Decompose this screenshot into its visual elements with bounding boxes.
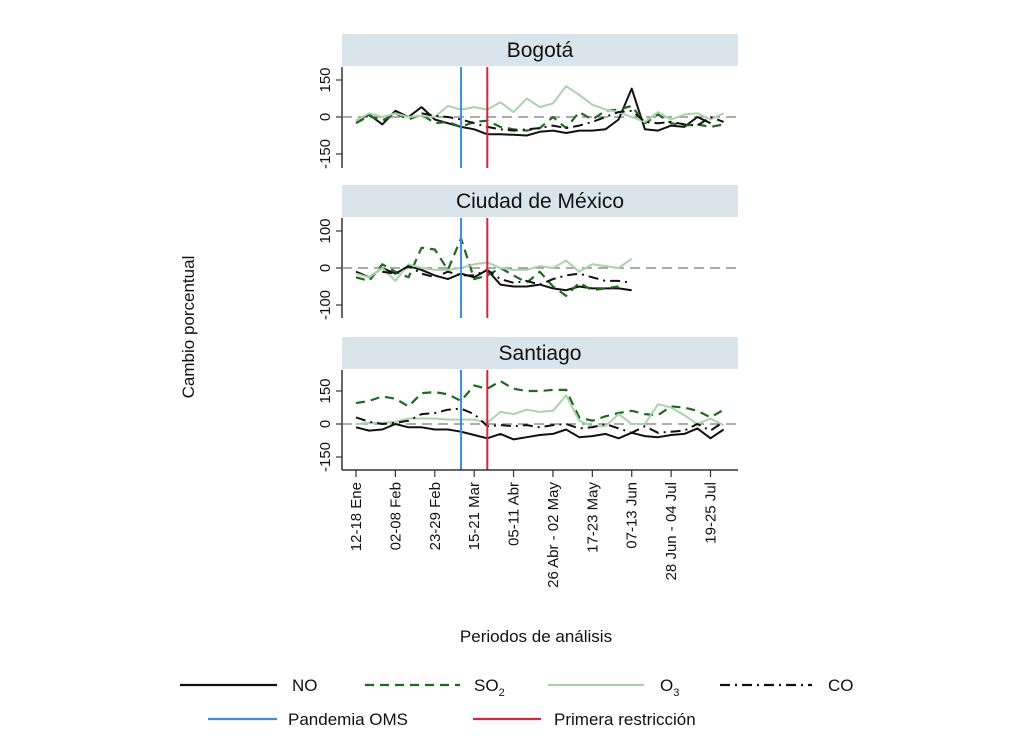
series-line-no xyxy=(355,423,725,441)
y-tick-label: 0 xyxy=(317,264,334,272)
y-tick-label: 0 xyxy=(317,113,334,121)
legend-item-no: NO xyxy=(180,676,318,695)
x-axis-title: Periodos de análisis xyxy=(460,627,612,646)
y-axis-title: Cambio porcentual xyxy=(179,256,198,399)
panel-header xyxy=(342,185,738,217)
series-line-o3 xyxy=(355,85,725,123)
series-line-co xyxy=(421,109,724,132)
series-line-co xyxy=(382,265,632,286)
legend-label: Primera restricción xyxy=(554,710,696,729)
panel-title: Santiago xyxy=(499,342,582,365)
legend-item-pandemia-oms: Pandemia OMS xyxy=(208,710,408,729)
panel-header xyxy=(342,34,738,66)
legend-item-primera-restriccion: Primera restricción xyxy=(473,710,696,729)
panel-header xyxy=(342,337,738,369)
x-tick-label: 15-21 Mar xyxy=(466,482,483,550)
panel-bogota: Bogotá -150 0 150 xyxy=(317,34,738,169)
series-line-so2 xyxy=(355,237,619,297)
y-tick-label: 150 xyxy=(317,67,334,92)
legend-item-co: CO xyxy=(720,676,854,695)
y-tick-label: 100 xyxy=(317,218,334,243)
y-tick-label: -150 xyxy=(317,139,334,169)
x-tick-label: 02-08 Feb xyxy=(387,482,404,550)
legend-item-so2: SO2 xyxy=(365,676,505,699)
legend-label: O3 xyxy=(660,676,679,699)
y-tick-label: 150 xyxy=(317,378,334,403)
panel-title: Bogotá xyxy=(507,39,574,62)
x-axis: 12-18 Ene 02-08 Feb 23-29 Feb 15-21 Mar 05-1… xyxy=(342,469,738,588)
x-tick-label: 12-18 Ene xyxy=(348,482,365,551)
series-line-no xyxy=(355,87,711,137)
legend-item-o3: O3 xyxy=(548,676,679,699)
series-line-o3 xyxy=(355,257,633,282)
x-tick-label: 05-11 Abr xyxy=(506,482,523,546)
y-tick-label: 0 xyxy=(317,420,334,428)
legend-label: SO2 xyxy=(474,676,505,699)
panel-title: Ciudad de México xyxy=(456,190,624,213)
x-tick-label: 26 Abr - 02 May xyxy=(545,482,562,588)
x-tick-label: 17-23 May xyxy=(584,482,601,553)
y-tick-label: -150 xyxy=(317,442,334,472)
panels: Bogotá -150 0 150 Ciudad de México -100 0 100 Sa… xyxy=(317,34,738,472)
panel-santiago: Santiago -150 0 150 xyxy=(317,337,738,472)
y-tick-label: -100 xyxy=(317,290,334,320)
legend-label: Pandemia OMS xyxy=(288,710,408,729)
x-tick-label: 19-25 Jul xyxy=(703,482,720,544)
x-tick-label: 07-13 Jun xyxy=(624,482,641,549)
legend-label: NO xyxy=(292,676,318,695)
series-line-o3 xyxy=(355,394,725,428)
panel-ciudad-de-mexico: Ciudad de México -100 0 100 xyxy=(317,185,738,320)
legend-label: CO xyxy=(828,676,854,695)
legend: NO SO2 O3 CO Pandemia OMS Primera restricción xyxy=(180,676,854,729)
x-tick-label: 28 Jun - 04 Jul xyxy=(663,482,680,580)
series-line-so2 xyxy=(355,380,725,422)
x-tick-label: 23-29 Feb xyxy=(427,482,444,550)
